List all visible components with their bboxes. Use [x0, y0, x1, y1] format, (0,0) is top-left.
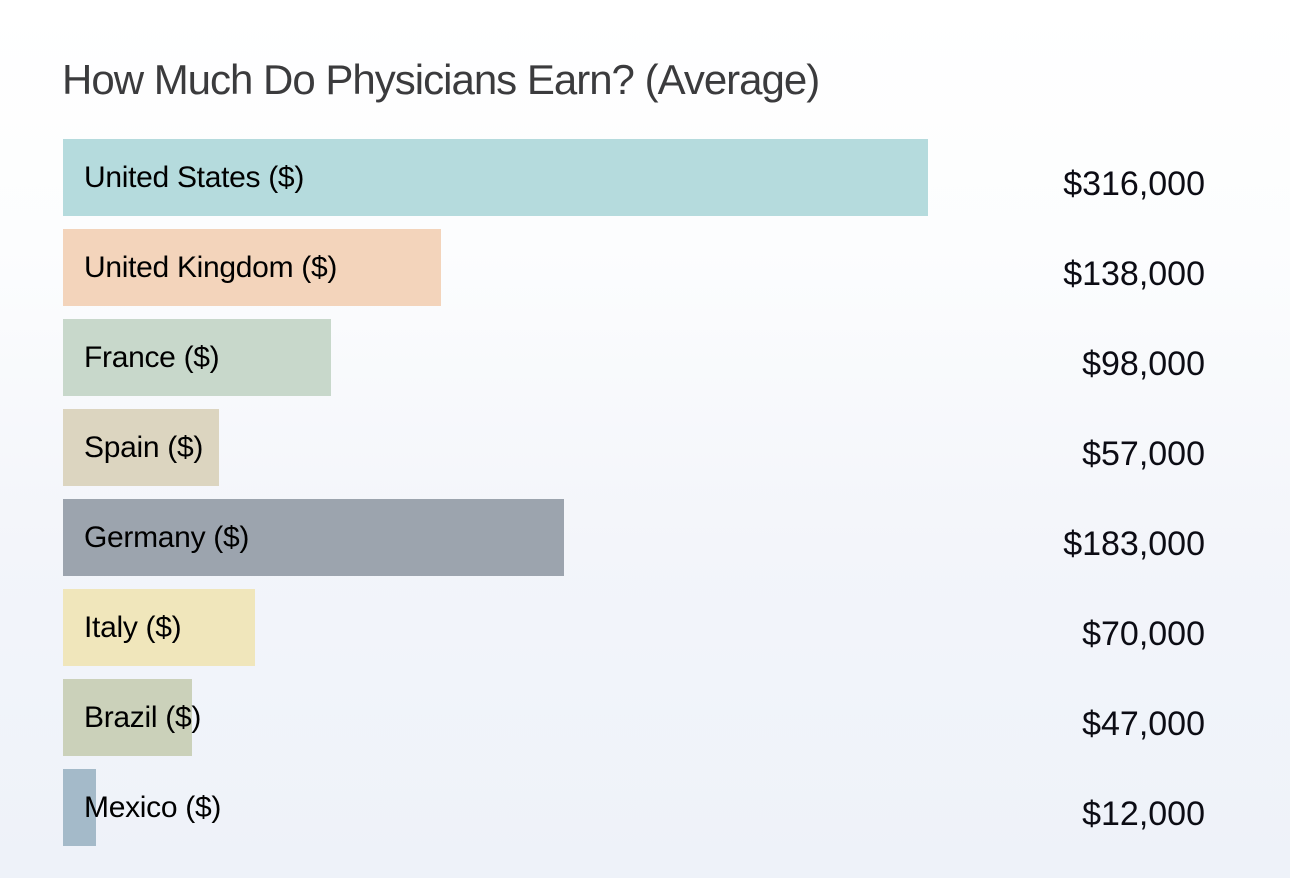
bar-united-states: [63, 139, 928, 216]
bar-label-italy: Italy ($): [84, 611, 182, 644]
bar-label-united-kingdom: United Kingdom ($): [84, 251, 338, 284]
bar-value-united-kingdom: $138,000: [1063, 255, 1205, 293]
bar-united-kingdom: [63, 229, 441, 306]
bar-row-mexico: Mexico ($) $12,000: [63, 769, 1205, 846]
bar-value-france: $98,000: [1082, 345, 1205, 383]
bar-label-united-states: United States ($): [84, 161, 305, 194]
bar-value-italy: $70,000: [1082, 615, 1205, 653]
bar-value-united-states: $316,000: [1063, 165, 1205, 203]
bar-mexico: [63, 769, 96, 846]
bar-row-brazil: Brazil ($) $47,000: [63, 679, 1205, 756]
bar-value-spain: $57,000: [1082, 435, 1205, 473]
bar-value-germany: $183,000: [1063, 525, 1205, 563]
bar-label-brazil: Brazil ($): [84, 701, 202, 734]
bar-row-united-states: United States ($) $316,000: [63, 139, 1205, 216]
bar-label-france: France ($): [84, 341, 220, 374]
bar-germany: [63, 499, 564, 576]
bar-row-italy: Italy ($) $70,000: [63, 589, 1205, 666]
bar-france: [63, 319, 331, 396]
bar-value-brazil: $47,000: [1082, 705, 1205, 743]
bar-spain: [63, 409, 219, 486]
bar-label-mexico: Mexico ($): [84, 791, 222, 824]
bar-chart: United States ($) $316,000 United Kingdo…: [63, 139, 1205, 859]
bar-label-spain: Spain ($): [84, 431, 204, 464]
chart-title: How Much Do Physicians Earn? (Average): [62, 56, 820, 103]
bar-value-mexico: $12,000: [1082, 795, 1205, 833]
bar-row-united-kingdom: United Kingdom ($) $138,000: [63, 229, 1205, 306]
bar-brazil: [63, 679, 192, 756]
bar-row-germany: Germany ($) $183,000: [63, 499, 1205, 576]
bar-label-germany: Germany ($): [84, 521, 250, 554]
bar-row-spain: Spain ($) $57,000: [63, 409, 1205, 486]
bar-italy: [63, 589, 255, 666]
bar-row-france: France ($) $98,000: [63, 319, 1205, 396]
